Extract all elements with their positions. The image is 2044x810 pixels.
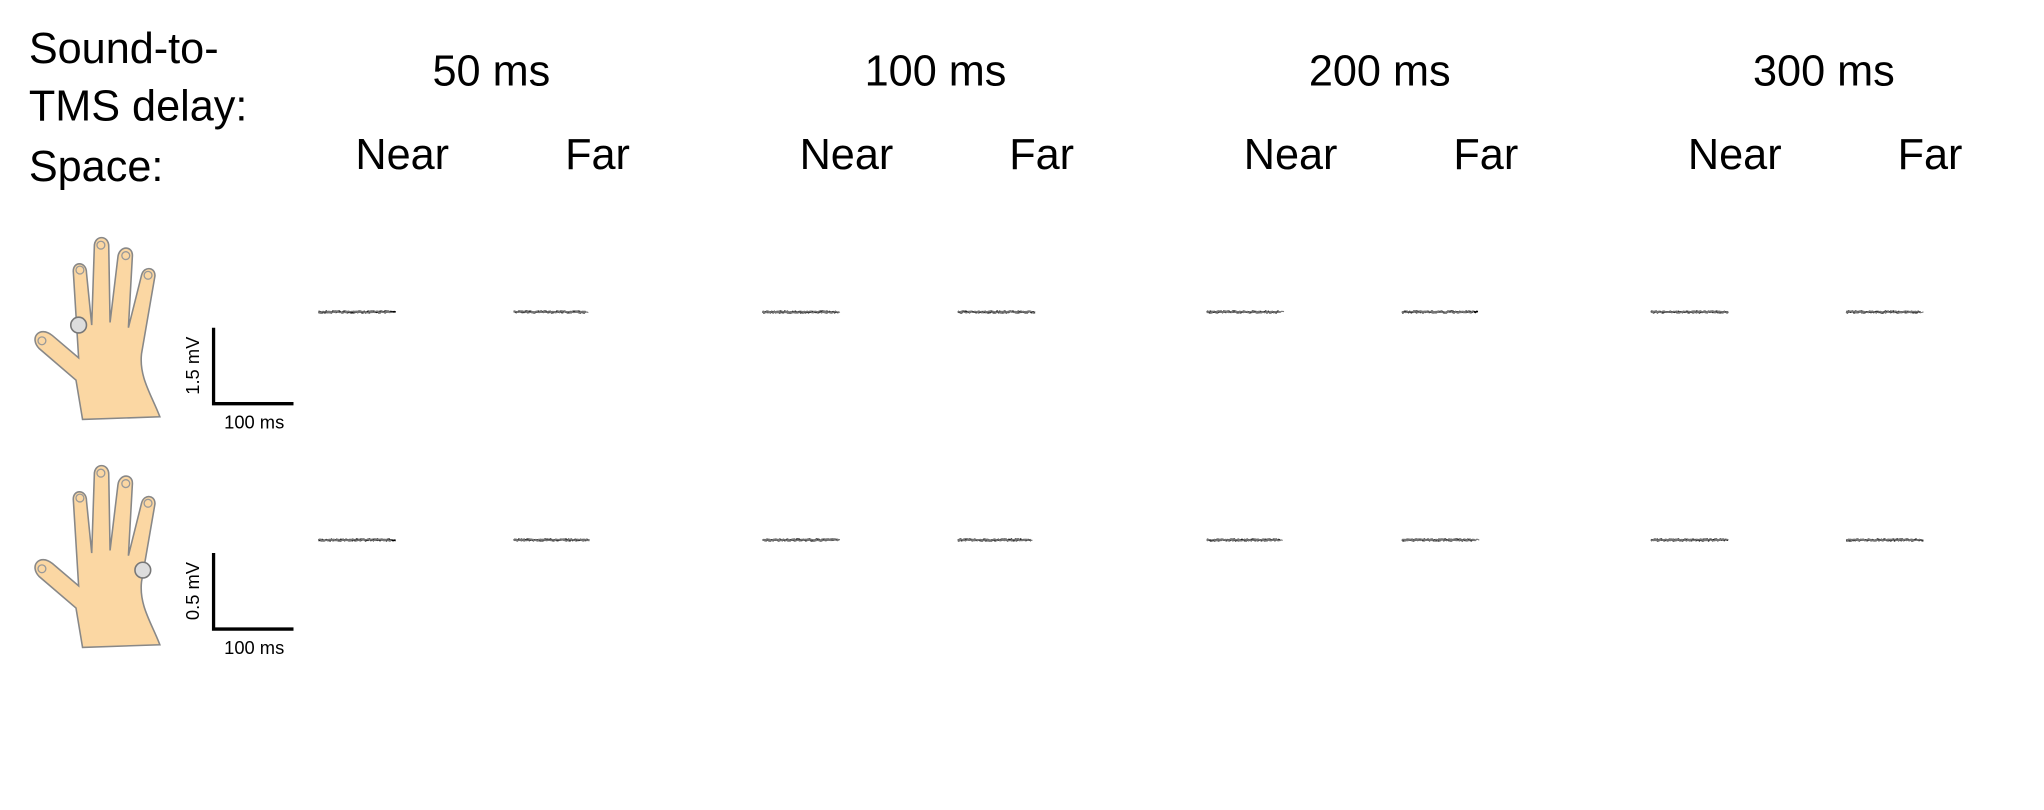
scale-y-label: 1.5 mV [182,336,203,395]
delay-label: 100 ms [865,47,1007,95]
emg-trace [1650,310,1729,314]
electrode [134,561,152,579]
electrode [69,316,88,334]
delay-label: Sound-to- [29,25,219,73]
space-label: Far [1009,131,1074,179]
emg-trace [762,310,841,314]
space-label: Near [355,131,449,179]
space-label: Far [1453,131,1518,179]
emg-trace [1846,538,1924,542]
emg-trace [513,538,590,542]
delay-label: 300 ms [1753,47,1895,95]
emg-trace [1650,538,1726,542]
space-label: Space: [29,143,164,191]
delay-label: TMS delay: [29,83,248,131]
delay-label: 200 ms [1309,47,1451,95]
scale-bar [211,553,294,631]
scale-y-label: 0.5 mV [182,561,203,620]
emg-trace [513,310,588,314]
emg-trace [957,538,1033,542]
row-labels: Sound-to- TMS delay: Space: [29,25,248,191]
space-label: Near [800,131,894,179]
emg-trace [1401,310,1473,314]
space-label: Far [565,131,630,179]
scale-x-label: 100 ms [224,637,284,658]
emg-trace [957,310,1032,314]
hand-icon [34,464,161,649]
space-label: Near [1688,131,1782,179]
space-label: Near [1244,131,1338,179]
emg-trace [1206,538,1278,542]
emg-trace [1206,310,1282,314]
emg-trace [318,310,394,314]
delay-label: 50 ms [432,47,550,95]
emg-trace [318,538,392,542]
scale-x-label: 100 ms [224,412,284,433]
emg-trace [762,538,840,542]
emg-trace [1401,538,1474,542]
scale-bar [211,327,294,406]
hand-icon [34,236,161,421]
space-label: Far [1898,131,1963,179]
emg-trace [1846,310,1924,314]
